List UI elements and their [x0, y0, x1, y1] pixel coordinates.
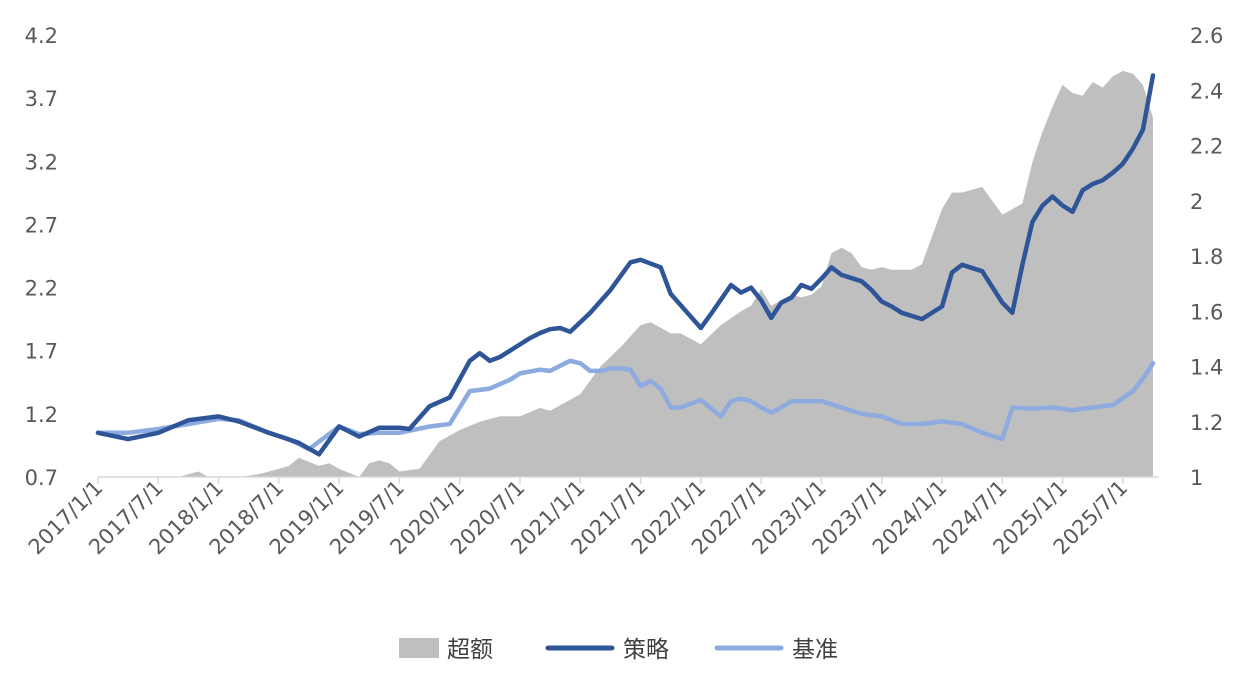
right-y-tick-label: 2.6	[1190, 24, 1223, 48]
right-y-tick-label: 1	[1190, 466, 1203, 490]
left-y-tick-label: 0.7	[25, 466, 58, 490]
right-y-tick-label: 2	[1190, 190, 1203, 214]
x-axis: 2017/1/12017/7/12018/1/12018/7/12019/1/1…	[24, 476, 1133, 560]
legend-item-excess: 超额	[399, 637, 493, 663]
legend-label-excess: 超额	[447, 637, 493, 663]
legend-label-benchmark: 基准	[792, 637, 838, 663]
right-y-tick-label: 2.4	[1190, 79, 1223, 103]
legend-item-strategy: 策略	[545, 637, 669, 663]
right-y-tick-label: 1.6	[1190, 300, 1223, 324]
excess-area-layer	[98, 70, 1153, 478]
legend-swatch-excess	[399, 638, 439, 658]
left-y-tick-label: 3.2	[25, 150, 58, 174]
left-y-tick-label: 2.2	[25, 277, 58, 301]
left-y-axis: 4.2 3.7 3.2 2.7 2.2 1.7 1.2 0.7	[25, 24, 58, 490]
right-y-tick-label: 1.4	[1190, 356, 1223, 380]
legend: 超额 策略 基准	[399, 637, 838, 663]
axis-layer	[97, 476, 1158, 484]
series-excess-area	[98, 70, 1153, 478]
left-y-tick-label: 1.7	[25, 340, 58, 364]
left-y-tick-label: 4.2	[25, 24, 58, 48]
left-y-tick-label: 3.7	[25, 87, 58, 111]
left-y-tick-label: 2.7	[25, 213, 58, 237]
left-y-tick-label: 1.2	[25, 403, 58, 427]
right-y-tick-label: 1.2	[1190, 411, 1223, 435]
legend-label-strategy: 策略	[623, 637, 669, 663]
right-y-tick-label: 1.8	[1190, 245, 1223, 269]
right-y-axis: 2.6 2.4 2.2 2 1.8 1.6 1.4 1.2 1	[1190, 24, 1223, 490]
right-y-tick-label: 2.2	[1190, 135, 1223, 159]
series-strategy-line	[95, 73, 1156, 457]
legend-item-benchmark: 基准	[714, 637, 838, 663]
line-layer	[95, 73, 1156, 457]
